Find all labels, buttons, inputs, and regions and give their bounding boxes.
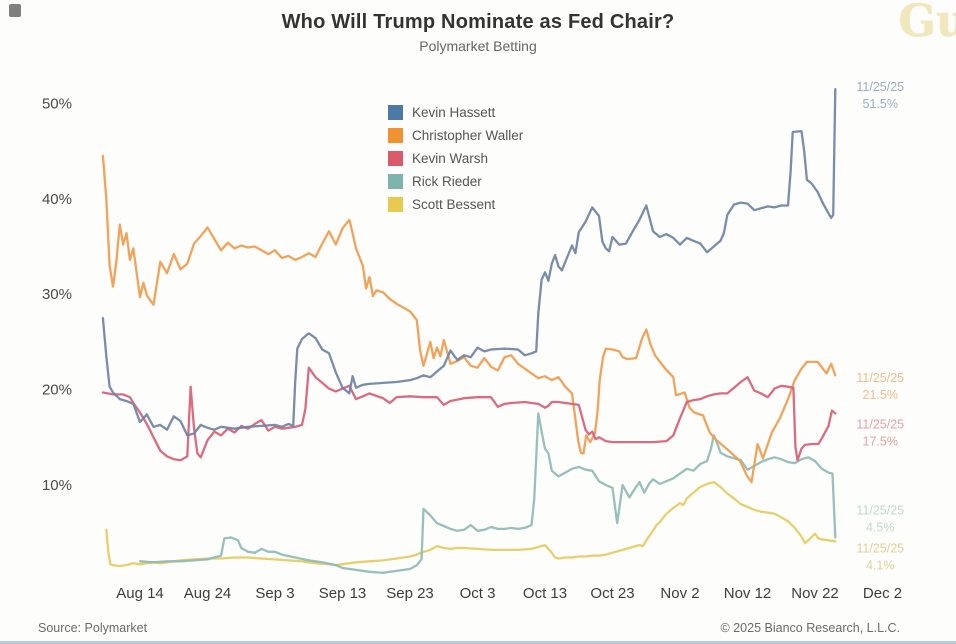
source-note: Source: Polymarket <box>38 621 148 635</box>
y-axis-tick-label: 30% <box>42 286 72 303</box>
annotation-kevin-warsh: 11/25/25 17.5% <box>856 418 904 449</box>
chart-title: Who Will Trump Nominate as Fed Chair? <box>281 11 675 33</box>
series-line-christopher-waller <box>101 154 837 484</box>
legend-label: Kevin Warsh <box>412 150 489 166</box>
series-line-scott-bessent <box>105 480 837 568</box>
legend-item: Kevin Warsh <box>388 149 523 167</box>
y-axis-tick-label: 40% <box>42 191 72 208</box>
legend-swatch-icon <box>388 127 403 143</box>
y-axis-tick-label: 10% <box>42 477 72 494</box>
watermark-logo: Gu <box>898 0 956 47</box>
legend-item: Christopher Waller <box>388 126 523 144</box>
legend-item: Kevin Hassett <box>388 103 523 121</box>
legend-label: Christopher Waller <box>412 127 524 143</box>
annotation-kevin-hassett: 11/25/25 51.5% <box>856 80 904 111</box>
y-axis-tick-label: 50% <box>42 95 72 112</box>
x-axis-tick-label: Dec 2 <box>863 585 902 602</box>
x-axis-tick-label: Nov 2 <box>660 585 699 602</box>
annotation-christopher-waller: 11/25/25 21.5% <box>856 371 904 402</box>
x-axis-tick-label: Oct 3 <box>460 585 496 602</box>
annotation-rick-rieder: 11/25/25 4.5% <box>856 503 904 534</box>
legend-item: Scott Bessent <box>388 195 523 213</box>
legend-swatch-icon <box>388 196 403 212</box>
series-line-kevin-hassett <box>101 87 837 437</box>
legend-swatch-icon <box>388 104 403 120</box>
corner-artifact <box>9 4 21 17</box>
x-axis-tick-label: Nov 12 <box>724 585 772 602</box>
x-axis-tick-label: Sep 23 <box>386 585 434 602</box>
legend-swatch-icon <box>388 173 403 189</box>
x-axis-tick-label: Oct 13 <box>523 585 567 602</box>
chart-subtitle: Polymarket Betting <box>419 38 537 54</box>
x-axis-tick-label: Aug 24 <box>184 585 232 602</box>
annotation-scott-bessent: 11/25/25 4.1% <box>856 542 904 573</box>
x-axis-tick-label: Nov 22 <box>791 585 839 602</box>
x-axis-tick-label: Oct 23 <box>590 585 634 602</box>
y-axis-tick-label: 20% <box>42 382 72 399</box>
legend-label: Kevin Hassett <box>412 104 496 120</box>
bottom-accent-line <box>0 641 956 644</box>
chart-legend: Kevin Hassett Christopher Waller Kevin War… <box>388 103 523 213</box>
legend-label: Scott Bessent <box>412 196 496 212</box>
x-axis-tick-label: Aug 14 <box>116 585 164 602</box>
legend-label: Rick Rieder <box>412 173 482 189</box>
legend-swatch-icon <box>388 150 403 166</box>
x-axis-tick-label: Sep 13 <box>319 585 367 602</box>
copyright-note: © 2025 Bianco Research, L.L.C. <box>720 621 900 635</box>
legend-item: Rick Rieder <box>388 172 523 190</box>
series-line-kevin-warsh <box>101 366 837 462</box>
series-line-rick-rieder <box>138 412 837 574</box>
x-axis-tick-label: Sep 3 <box>255 585 294 602</box>
